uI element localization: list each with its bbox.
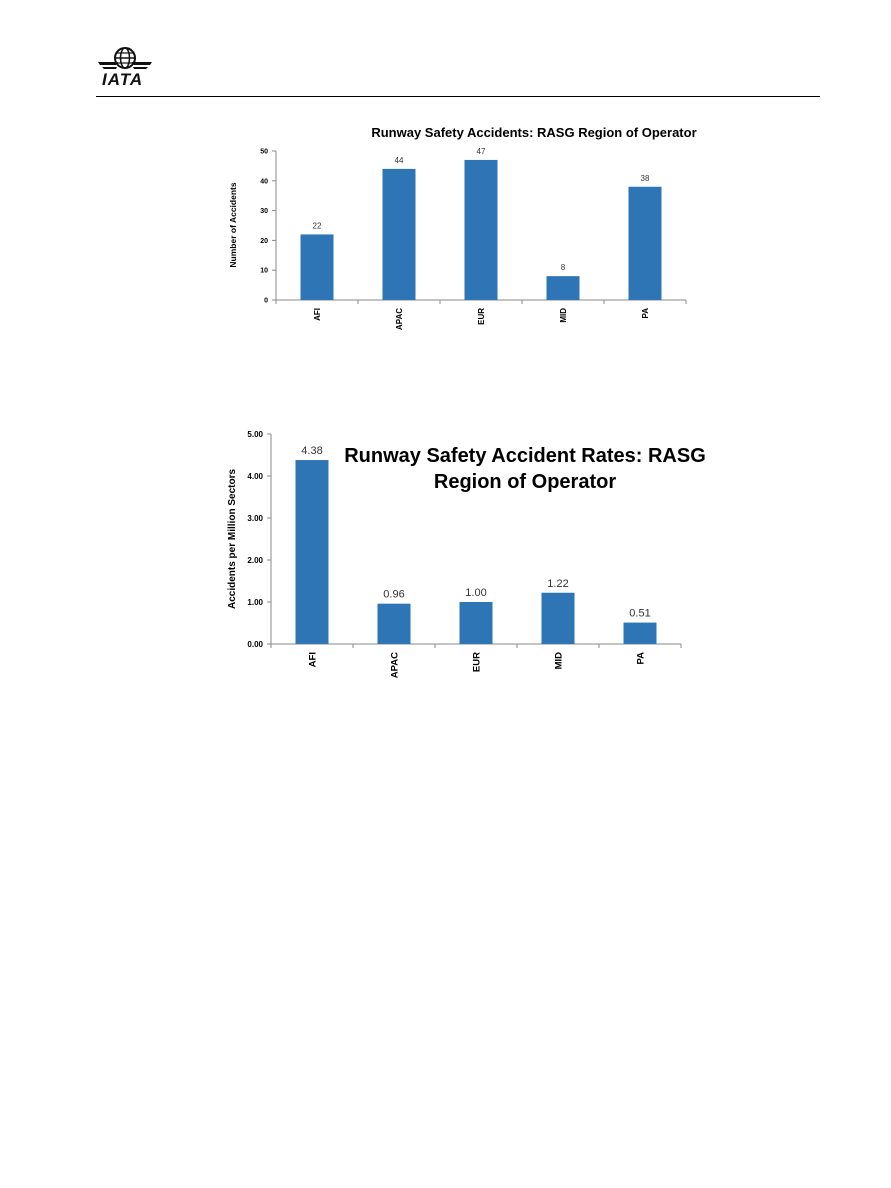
x-tick-label-pa: PA	[635, 652, 646, 665]
bar-eur	[459, 602, 493, 644]
y-tick-label: 3.00	[247, 514, 263, 523]
y-axis-label: Number of Accidents	[228, 182, 238, 267]
chart-title-line-1: Runway Safety Accident Rates: RASG	[344, 445, 706, 467]
chart-title-block: Runway Safety Accident Rates: RASG Regio…	[344, 445, 706, 493]
iata-logo-text: IATA	[102, 70, 144, 89]
y-tick-label: 50	[260, 148, 268, 155]
y-tick-label: 2.00	[247, 556, 263, 565]
y-tick-label: 0	[264, 297, 268, 304]
data-label-afi: 22	[313, 221, 322, 230]
page-header: IATA	[0, 0, 891, 100]
bar-pa	[623, 622, 657, 644]
data-label-pa: 0.51	[629, 608, 650, 620]
y-tick-label: 30	[260, 208, 268, 215]
bar-mid	[541, 592, 575, 644]
data-label-mid: 8	[561, 263, 566, 272]
y-tick-label: 20	[260, 238, 268, 245]
x-tick-label-apac: APAC	[389, 652, 400, 678]
y-tick-label: 5.00	[247, 430, 263, 439]
data-label-eur: 1.00	[465, 587, 486, 599]
y-tick-label: 0.00	[247, 640, 263, 649]
data-label-apac: 44	[395, 156, 404, 165]
y-tick-label: 1.00	[247, 598, 263, 607]
y-tick-label: 10	[260, 268, 268, 275]
x-tick-label-mid: MID	[559, 308, 568, 323]
data-label-apac: 0.96	[383, 589, 404, 601]
y-axis-label: Accidents per Million Sectors	[227, 469, 238, 609]
bar-eur	[464, 159, 498, 300]
bar-mid	[546, 276, 580, 300]
x-tick-label-afi: AFI	[313, 308, 322, 321]
data-label-pa: 38	[641, 174, 650, 183]
chart-title: Runway Safety Accidents: RASG Region of …	[371, 125, 696, 140]
bar-afi	[295, 460, 329, 644]
header-rule	[96, 96, 820, 97]
x-tick-label-pa: PA	[641, 308, 650, 319]
data-label-eur: 47	[477, 147, 486, 156]
bar-afi	[300, 234, 334, 300]
x-tick-label-afi: AFI	[307, 652, 318, 667]
data-label-mid: 1.22	[547, 578, 568, 590]
x-tick-label-mid: MID	[553, 652, 564, 670]
bar-pa	[628, 186, 662, 300]
bar-apac	[377, 603, 411, 644]
iata-globe-icon	[98, 47, 152, 69]
data-label-afi: 4.38	[301, 445, 322, 457]
chart-title-line-2: Region of Operator	[434, 471, 616, 493]
y-tick-label: 4.00	[247, 472, 263, 481]
bar-apac	[382, 168, 416, 300]
x-tick-label-apac: APAC	[395, 308, 404, 330]
x-tick-label-eur: EUR	[477, 308, 486, 325]
x-tick-label-eur: EUR	[471, 652, 482, 672]
y-tick-label: 40	[260, 178, 268, 185]
